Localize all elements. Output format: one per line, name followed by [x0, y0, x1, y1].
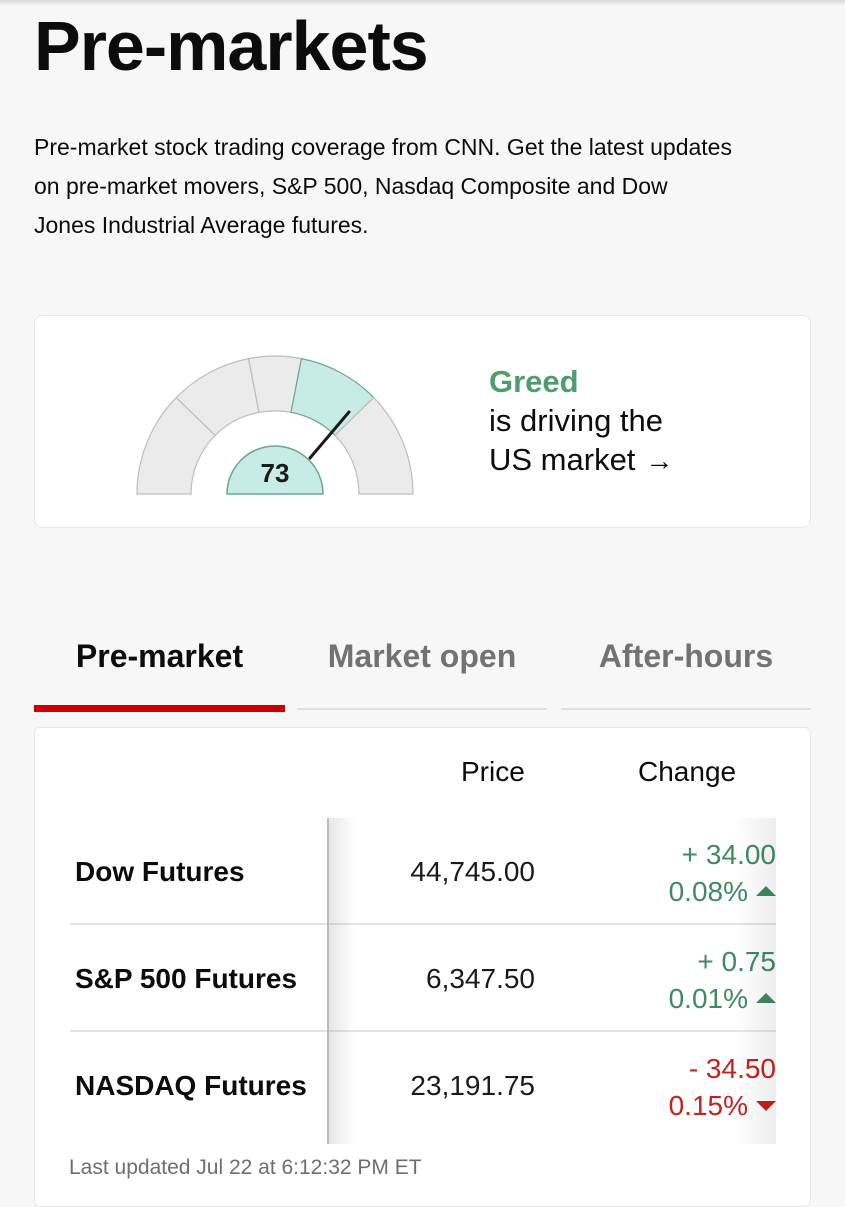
tab-pre-market-underline: [34, 705, 285, 712]
table-row[interactable]: NASDAQ Futures 23,191.75 - 34.50 0.15%: [70, 1032, 776, 1139]
tab-market-open[interactable]: Market open: [297, 630, 547, 712]
change-value: + 0.75: [697, 946, 776, 977]
fear-greed-gauge: 73: [136, 355, 414, 495]
change-percent: 0.01%: [668, 983, 748, 1014]
fear-greed-line-2: US market →: [489, 440, 673, 480]
tab-after-hours-label: After-hours: [598, 638, 774, 674]
gauge-segment-extreme-greed: [334, 396, 414, 495]
change-percent: 0.08%: [668, 876, 748, 907]
row-name[interactable]: NASDAQ Futures: [75, 1069, 307, 1101]
market-tabs: Pre-market Market open After-hours: [34, 630, 811, 712]
row-divider: [70, 1030, 776, 1032]
triangle-down-icon: [756, 1100, 776, 1111]
tab-after-hours-underline: [561, 708, 811, 710]
tab-pre-market-label: Pre-market: [75, 638, 244, 674]
row-divider: [70, 923, 776, 925]
gauge-needle: [308, 410, 351, 460]
change-percent-line: 0.08%: [669, 873, 776, 910]
change-value: - 34.50: [688, 1053, 776, 1084]
row-name[interactable]: S&P 500 Futures: [75, 962, 298, 994]
top-bar-shadow: [0, 0, 845, 6]
row-change: - 34.50 0.15%: [669, 1050, 776, 1124]
sticky-column-shadow: [327, 818, 355, 1144]
change-percent-line: 0.15%: [669, 1087, 776, 1124]
table-row[interactable]: S&P 500 Futures 6,347.50 + 0.75 0.01%: [70, 925, 776, 1032]
scroll-fade: [735, 818, 776, 1144]
fear-greed-card[interactable]: 73 Greed is driving the US market →: [34, 315, 811, 528]
sticky-column-border: [327, 818, 329, 1144]
page-description: Pre-market stock trading coverage from C…: [34, 134, 732, 238]
last-updated: Last updated Jul 22 at 6:12:32 PM ET: [69, 1156, 422, 1179]
table-row[interactable]: Dow Futures 44,745.00 + 34.00 0.08%: [70, 818, 776, 925]
fear-greed-label: Greed: [489, 364, 579, 399]
change-percent-line: 0.01%: [669, 980, 776, 1017]
row-price: 44,745.00: [410, 855, 535, 887]
gauge-value-circle: [226, 445, 324, 495]
row-change: + 0.75 0.01%: [669, 943, 776, 1017]
tab-pre-market[interactable]: Pre-market: [34, 630, 285, 712]
tab-market-open-label: Market open: [327, 638, 517, 674]
row-name[interactable]: Dow Futures: [75, 855, 245, 887]
triangle-up-icon: [756, 992, 776, 1003]
change-percent: 0.15%: [668, 1090, 748, 1121]
futures-table: Price Change Dow Futures 44,745.00 + 34.…: [34, 727, 811, 1207]
fear-greed-line-1: is driving the: [489, 403, 664, 438]
page-title: Pre-markets: [34, 7, 429, 85]
row-price: 23,191.75: [410, 1069, 535, 1101]
gauge-value: 73: [261, 458, 290, 488]
fear-greed-line-2-text: US market: [489, 442, 636, 477]
change-value: + 34.00: [681, 839, 776, 870]
row-price: 6,347.50: [426, 962, 535, 994]
tab-after-hours[interactable]: After-hours: [561, 630, 811, 712]
row-change: + 34.00 0.08%: [669, 836, 776, 910]
arrow-right-icon: →: [645, 445, 674, 476]
column-header-change: Change: [638, 756, 737, 787]
fear-greed-text[interactable]: Greed is driving the US market →: [489, 362, 673, 480]
triangle-up-icon: [756, 885, 776, 896]
column-header-price: Price: [461, 756, 525, 787]
tab-market-open-underline: [297, 708, 547, 710]
